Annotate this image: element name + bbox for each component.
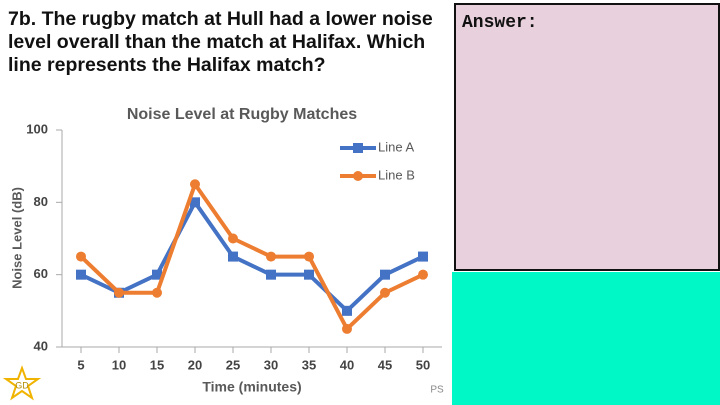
x-tick-label: 40	[340, 357, 354, 372]
answer-box: Answer:	[454, 3, 720, 271]
x-tick-label: 5	[77, 357, 84, 372]
data-point	[228, 251, 238, 262]
x-tick-label: 30	[264, 357, 278, 372]
data-line	[79, 182, 424, 331]
x-tick-label: 50	[416, 357, 430, 372]
x-axis-title: Time (minutes)	[202, 379, 301, 395]
data-point	[380, 287, 390, 298]
data-point	[76, 251, 86, 262]
y-axis-title: Noise Level (dB)	[9, 187, 24, 289]
x-tick-label: 20	[188, 357, 202, 372]
x-tick-label: 35	[302, 357, 316, 372]
data-point	[304, 251, 314, 262]
badge: GD	[15, 380, 29, 390]
x-tick-label: 15	[150, 357, 164, 372]
data-point	[152, 287, 162, 298]
data-point	[114, 287, 124, 298]
data-line	[80, 200, 424, 313]
x-tick-label: 45	[378, 357, 392, 372]
legend-label: Line B	[378, 167, 415, 182]
data-point	[380, 269, 390, 280]
legend-marker	[353, 171, 363, 181]
x-tick-label: 10	[112, 357, 126, 372]
chart-title: Noise Level at Rugby Matches	[127, 106, 357, 123]
data-point	[342, 323, 352, 334]
data-point	[418, 269, 428, 280]
data-point	[418, 251, 428, 262]
data-point	[342, 305, 352, 316]
chart: Noise Level at Rugby Matches Time (minut…	[2, 106, 444, 401]
data-point	[190, 197, 200, 208]
data-point	[266, 251, 276, 262]
legend-marker	[353, 143, 363, 153]
legend-label: Line A	[378, 139, 414, 154]
y-tick-label: 80	[34, 194, 48, 209]
data-point	[190, 179, 200, 190]
x-tick-label: 25	[226, 357, 240, 372]
answer-label: Answer:	[462, 13, 538, 33]
y-tick-label: 40	[34, 338, 48, 353]
data-point	[304, 269, 314, 280]
y-tick-label: 60	[34, 266, 48, 281]
badge-star	[2, 365, 42, 401]
data-point	[152, 269, 162, 280]
footer: PS	[430, 385, 444, 396]
data-point	[266, 269, 276, 280]
data-point	[228, 233, 238, 244]
y-tick-label: 100	[26, 121, 48, 136]
color-panel	[452, 272, 720, 405]
question: 7b. The rugby match at Hull had a lower …	[8, 8, 433, 76]
data-point	[76, 269, 86, 280]
